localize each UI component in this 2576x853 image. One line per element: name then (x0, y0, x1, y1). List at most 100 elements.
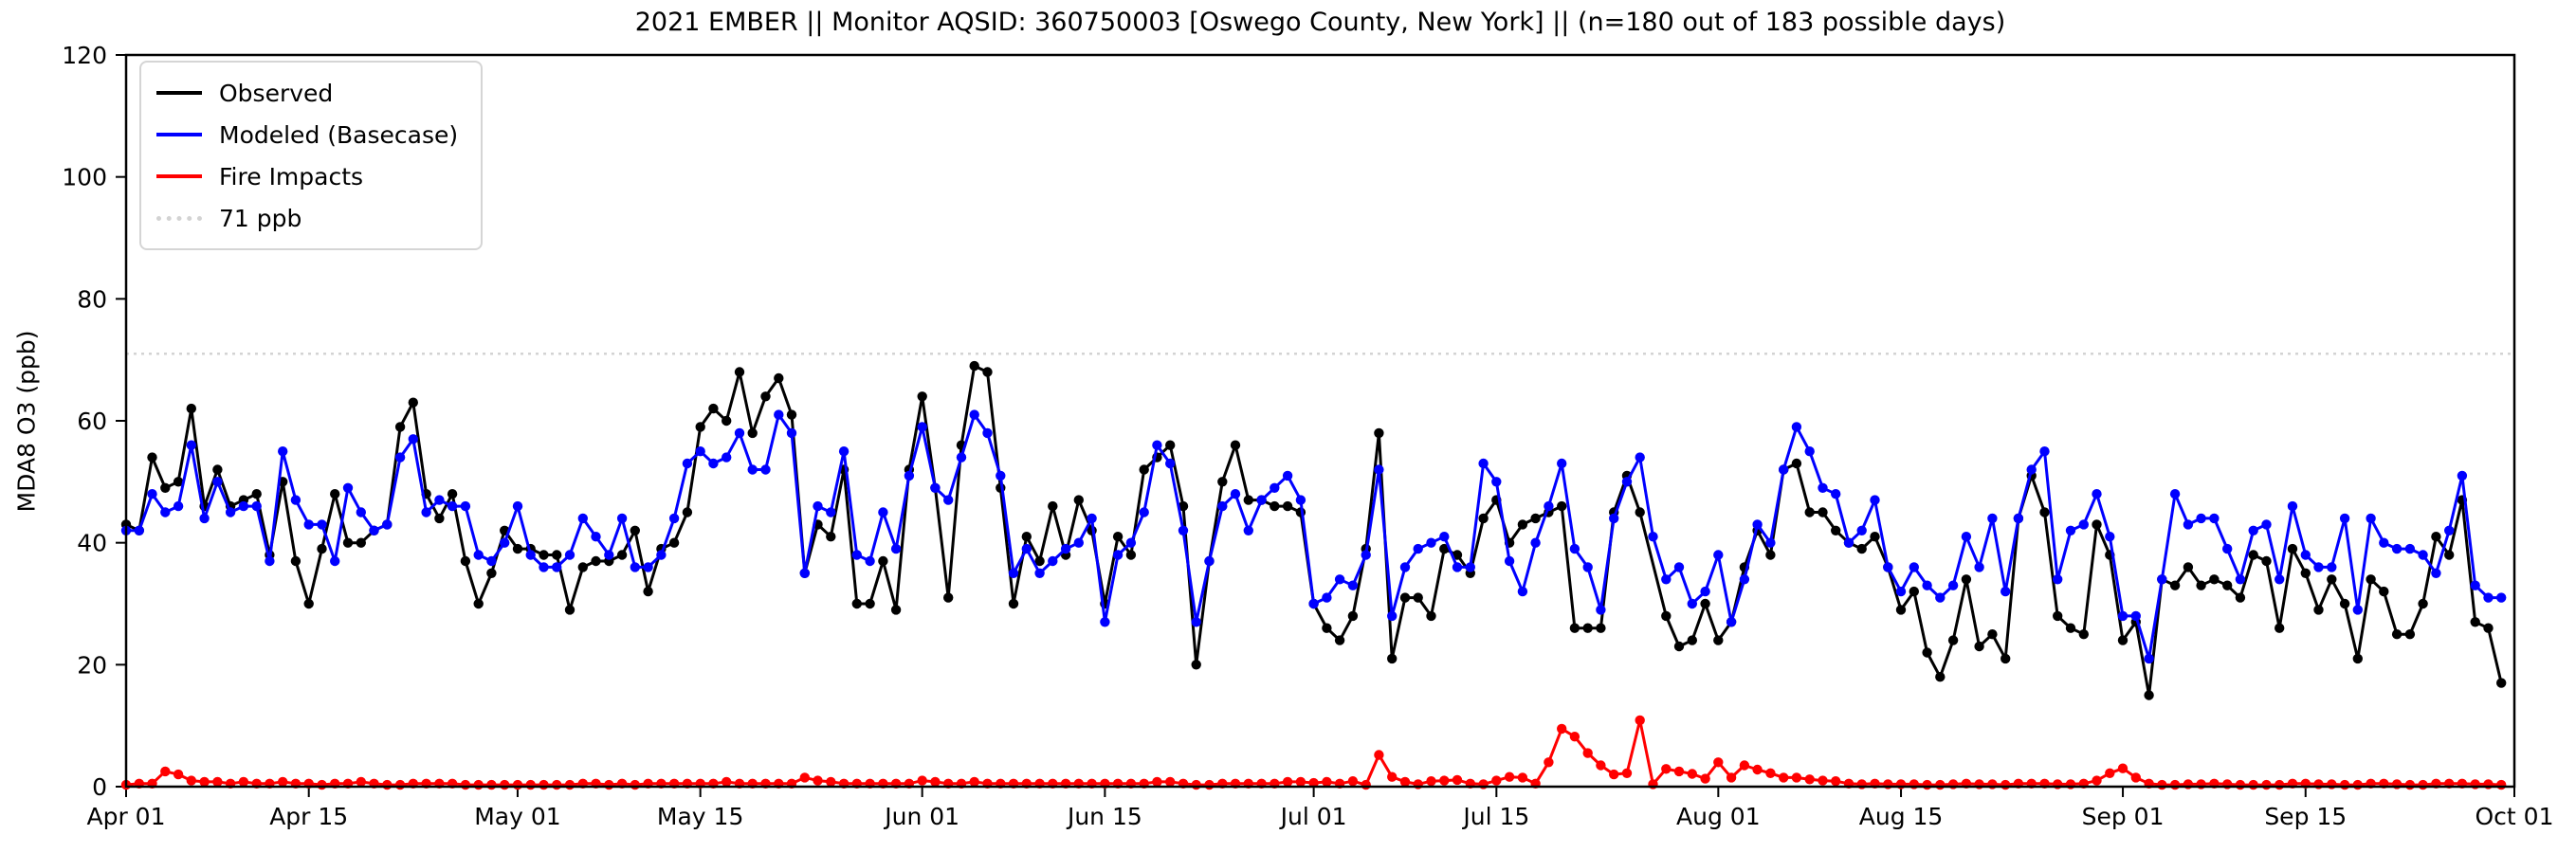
observed-marker (2483, 623, 2494, 633)
modeled-basecase-marker (160, 507, 171, 517)
observed-marker (890, 605, 902, 615)
modeled-basecase-marker (1048, 555, 1058, 567)
modeled-basecase-marker (1582, 562, 1593, 572)
modeled-basecase-marker (1139, 507, 1149, 517)
modeled-basecase-marker (2169, 489, 2181, 499)
modeled-basecase-marker (930, 482, 941, 493)
fire-impacts-marker (604, 779, 614, 790)
fire-impacts-marker (1609, 769, 1619, 780)
fire-impacts-marker (2105, 768, 2115, 778)
observed-marker (317, 543, 327, 554)
observed-marker (173, 477, 184, 487)
observed-marker (943, 592, 954, 603)
modeled-basecase-marker (747, 464, 758, 475)
modeled-basecase-marker (382, 519, 393, 530)
observed-marker (1661, 610, 1672, 622)
observed-marker (917, 391, 927, 402)
fire-impacts-marker (525, 779, 536, 790)
modeled-basecase-marker (2196, 513, 2206, 524)
modeled-basecase-marker (1779, 464, 1789, 475)
modeled-basecase-marker (1270, 482, 1280, 493)
fire-impacts-marker (2117, 763, 2128, 773)
observed-marker (408, 397, 418, 408)
modeled-basecase-marker (2287, 500, 2298, 512)
observed-marker (1478, 513, 1489, 524)
observed-marker (2078, 629, 2089, 640)
modeled-basecase-marker (1152, 440, 1162, 450)
modeled-basecase-marker (1621, 477, 1633, 487)
modeled-basecase-marker (2431, 568, 2441, 578)
observed-marker (212, 464, 223, 475)
fire-impacts-marker (1387, 771, 1398, 782)
observed-marker (1922, 647, 1932, 658)
modeled-basecase-marker (486, 555, 497, 567)
fire-impacts-marker (1569, 732, 1580, 742)
observed-marker (1374, 427, 1384, 439)
observed-marker (786, 409, 797, 420)
observed-marker (2496, 678, 2507, 688)
observed-marker (486, 568, 497, 578)
modeled-basecase-marker (2053, 574, 2063, 585)
observed-marker (1426, 610, 1436, 622)
observed-marker (865, 598, 875, 609)
observed-marker (290, 555, 301, 567)
observed-marker (2183, 562, 2194, 572)
modeled-basecase-marker (473, 550, 484, 560)
modeled-basecase-marker (2144, 653, 2154, 664)
modeled-basecase-marker (1439, 532, 1450, 542)
observed-marker (668, 537, 680, 548)
observed-marker (1034, 555, 1045, 567)
modeled-basecase-marker (1230, 489, 1241, 499)
observed-marker (1112, 532, 1124, 542)
x-axis-tick-label: Aug 15 (1859, 803, 1944, 830)
modeled-basecase-marker (2483, 592, 2494, 603)
observed-marker (1765, 550, 1776, 560)
fire-impacts-marker (500, 779, 510, 790)
modeled-basecase-marker (1804, 446, 1815, 457)
legend-label-modeled: Modeled (Basecase) (219, 120, 459, 149)
observed-marker (1347, 610, 1359, 622)
fire-impacts-marker (1152, 776, 1162, 788)
observed-marker (2169, 580, 2181, 590)
modeled-basecase-marker (2013, 513, 2024, 524)
modeled-basecase-marker (1843, 537, 1854, 548)
modeled-basecase-marker (225, 507, 236, 517)
modeled-basecase-marker (722, 452, 732, 463)
modeled-basecase-marker (956, 452, 967, 463)
observed-line-swatch (156, 91, 202, 95)
modeled-basecase-marker (2235, 574, 2246, 585)
modeled-basecase-marker (591, 532, 601, 542)
modeled-basecase-marker (1191, 617, 1201, 627)
y-axis-tick-label: 60 (77, 408, 107, 435)
modeled-basecase-marker (890, 543, 902, 554)
observed-marker (1048, 500, 1058, 512)
modeled-basecase-marker (734, 427, 745, 439)
modeled-basecase-marker (278, 446, 288, 457)
observed-marker (160, 482, 171, 493)
fire-impacts-line (125, 718, 2502, 787)
x-axis-tick-label: Jul 15 (1461, 803, 1529, 830)
observed-marker (2444, 550, 2455, 560)
modeled-basecase-marker (1165, 458, 1176, 469)
observed-marker (512, 543, 523, 554)
observed-marker (2196, 580, 2206, 590)
fire-impacts-marker (473, 779, 484, 790)
modeled-basecase-marker (147, 489, 157, 499)
modeled-basecase-marker (330, 555, 340, 567)
fire-impacts-marker (382, 779, 393, 790)
modeled-basecase-marker (1530, 537, 1541, 548)
fire-impacts-marker (278, 776, 288, 788)
modeled-basecase-marker (2261, 519, 2272, 530)
observed-marker (708, 403, 719, 414)
modeled-basecase-marker (826, 507, 836, 517)
observed-marker (1700, 598, 1710, 609)
observed-marker (1021, 532, 1032, 542)
fire-line-swatch (156, 174, 202, 178)
observed-marker (1987, 629, 1998, 640)
fire-impacts-marker (2275, 779, 2285, 790)
modeled-basecase-marker (2065, 525, 2076, 535)
observed-marker (982, 367, 993, 377)
modeled-basecase-marker (1087, 513, 1097, 524)
fire-impacts-marker (552, 779, 562, 790)
modeled-basecase-marker (342, 482, 354, 493)
